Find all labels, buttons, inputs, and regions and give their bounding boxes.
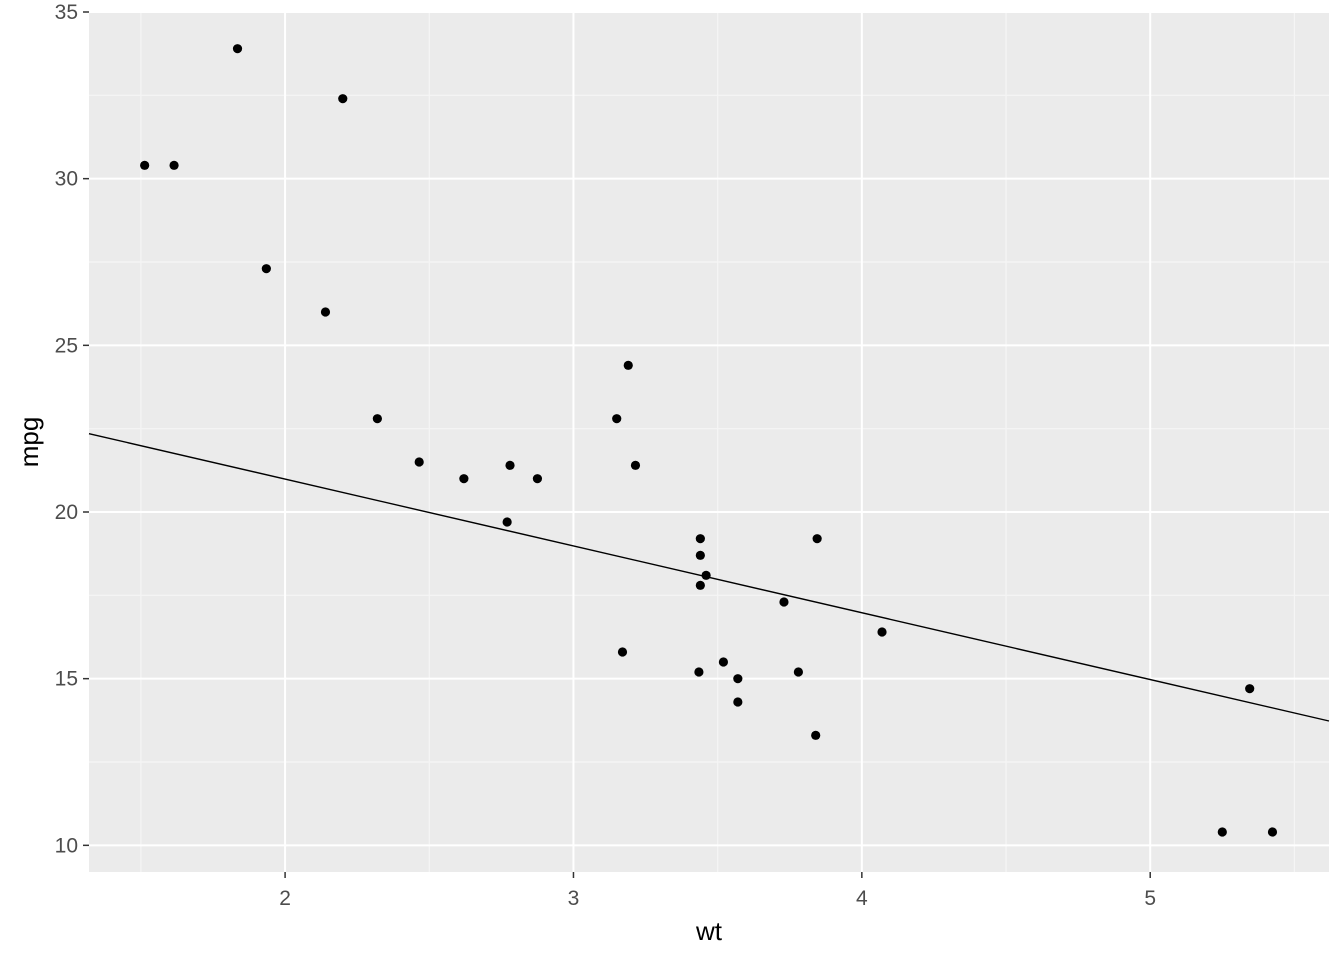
data-point bbox=[1267, 827, 1278, 837]
y-tick-label: 20 bbox=[55, 501, 78, 524]
data-point bbox=[630, 460, 641, 470]
data-point bbox=[612, 414, 622, 424]
data-point bbox=[877, 627, 887, 637]
y-tick-label: 25 bbox=[55, 334, 78, 357]
data-point bbox=[261, 264, 271, 274]
data-point bbox=[338, 94, 348, 104]
plot-panel bbox=[89, 12, 1329, 872]
data-point bbox=[232, 44, 243, 54]
data-point bbox=[617, 647, 628, 657]
data-point bbox=[140, 160, 150, 170]
x-tick-label: 2 bbox=[279, 887, 291, 910]
data-point bbox=[459, 474, 469, 484]
x-tick-label: 5 bbox=[1144, 887, 1156, 910]
data-point bbox=[718, 657, 729, 667]
y-tick-label: 30 bbox=[55, 168, 78, 191]
data-point bbox=[811, 730, 821, 740]
data-point bbox=[169, 160, 179, 170]
data-point bbox=[695, 580, 705, 590]
data-point bbox=[793, 667, 803, 677]
y-tick-label: 15 bbox=[55, 668, 78, 691]
data-point bbox=[623, 360, 633, 370]
data-point bbox=[733, 674, 743, 684]
data-points bbox=[140, 44, 1278, 837]
data-point bbox=[779, 597, 789, 607]
x-axis: 2 3 4 5 bbox=[279, 872, 1156, 910]
data-point bbox=[502, 517, 512, 527]
y-tick-label: 35 bbox=[55, 1, 78, 24]
y-axis: 10 15 20 25 30 35 bbox=[55, 1, 89, 857]
data-point bbox=[695, 534, 705, 544]
minor-gridlines bbox=[89, 12, 1329, 872]
data-point bbox=[320, 307, 331, 317]
data-point bbox=[733, 697, 743, 707]
data-point bbox=[372, 414, 382, 424]
x-axis-title: wt bbox=[695, 916, 723, 946]
data-point bbox=[532, 474, 543, 484]
data-point bbox=[695, 550, 705, 560]
data-point bbox=[1245, 684, 1255, 694]
major-gridlines bbox=[89, 11, 1329, 872]
data-point bbox=[701, 570, 711, 580]
y-axis-title: mpg bbox=[14, 417, 44, 468]
data-point bbox=[812, 534, 822, 544]
x-tick-label: 3 bbox=[568, 887, 580, 910]
data-point bbox=[1217, 827, 1227, 837]
data-point bbox=[505, 460, 515, 470]
data-point bbox=[694, 667, 704, 677]
y-tick-label: 10 bbox=[55, 834, 78, 857]
x-tick-label: 4 bbox=[856, 887, 868, 910]
data-point bbox=[414, 457, 424, 467]
